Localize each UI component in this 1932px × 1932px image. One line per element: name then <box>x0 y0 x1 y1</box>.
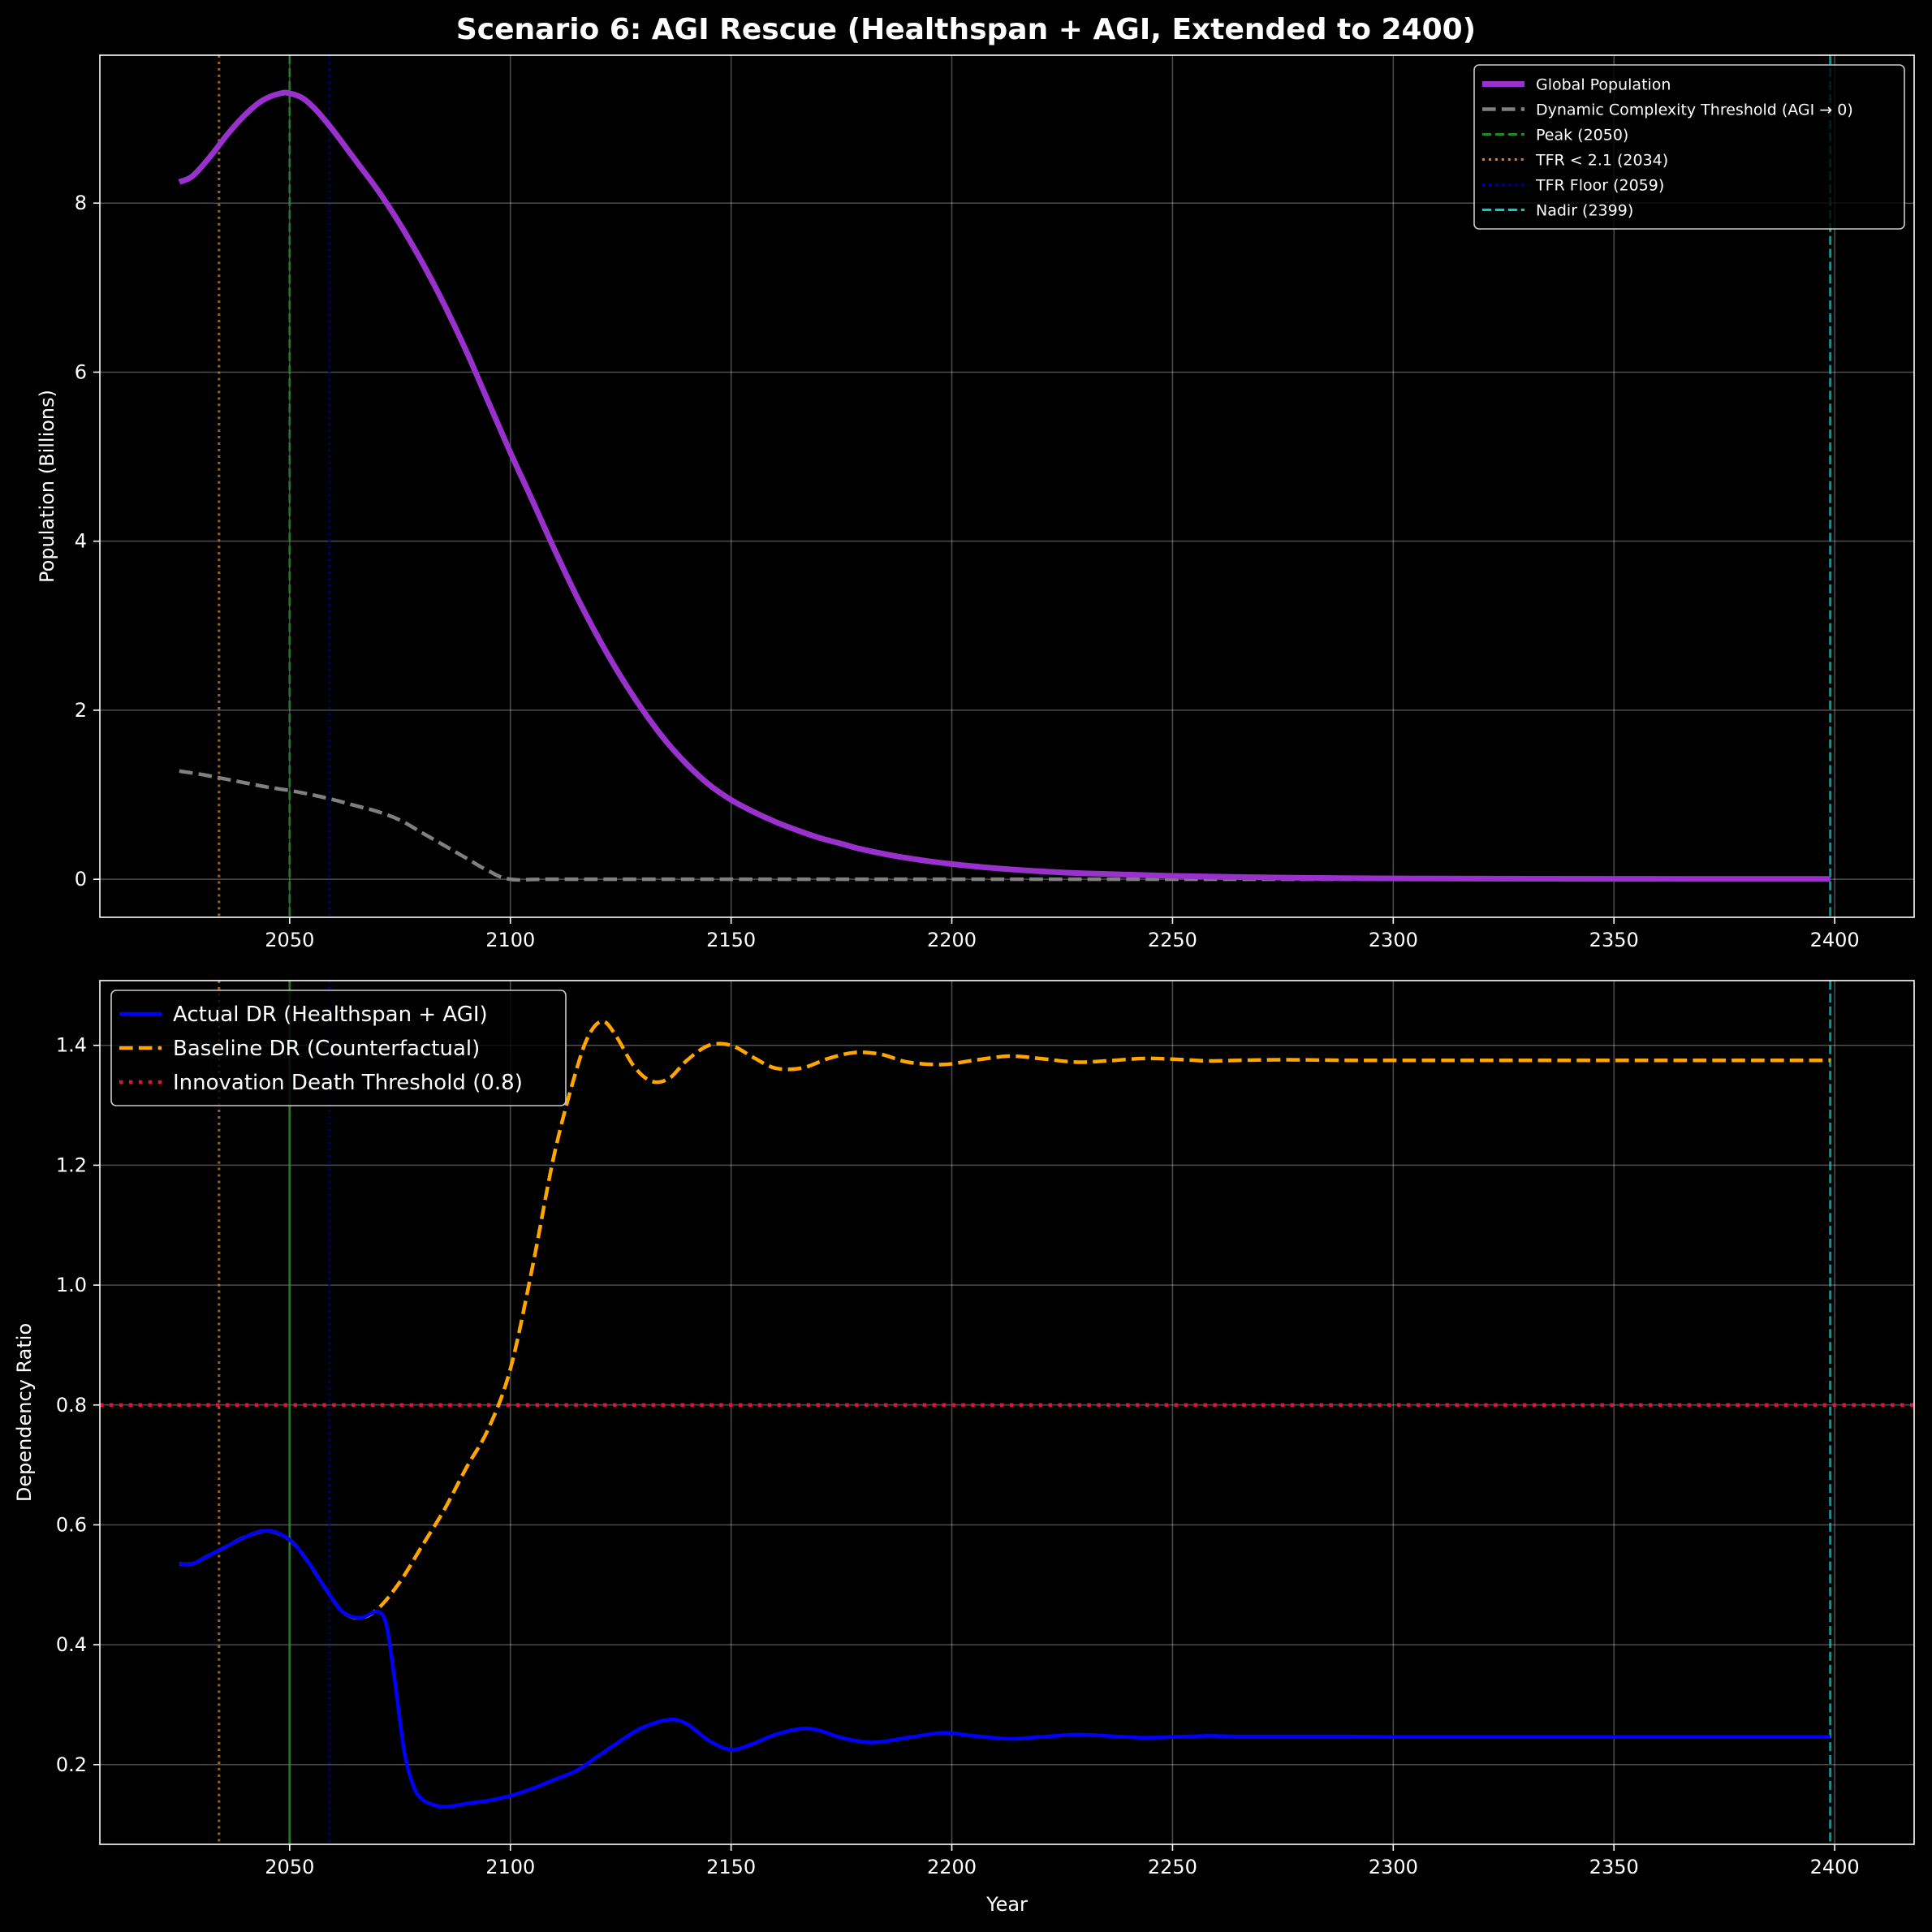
legend-label: TFR < 2.1 (2034) <box>1535 152 1668 170</box>
legend-label: Baseline DR (Counterfactual) <box>173 1037 480 1061</box>
x-tick-label: 2100 <box>485 929 535 951</box>
x-tick-label: 2250 <box>1148 929 1197 951</box>
series-line <box>179 1019 1831 1620</box>
y-tick-label: 0.4 <box>56 1633 87 1656</box>
series-line <box>178 89 1831 882</box>
legend-label: Global Population <box>1536 76 1671 94</box>
plot-area <box>178 55 1832 917</box>
y-tick-label: 1.0 <box>56 1274 87 1296</box>
y-tick-label: 8 <box>75 192 87 214</box>
y-tick-label: 1.4 <box>56 1034 87 1057</box>
x-tick-label: 2300 <box>1369 929 1418 951</box>
legend: Actual DR (Healthspan + AGI) Baseline DR … <box>110 990 567 1106</box>
legend: Global Population Dynamic Complexity Thre… <box>1473 64 1905 230</box>
x-tick-label: 2050 <box>265 929 314 951</box>
x-tick-label: 2150 <box>706 929 756 951</box>
legend-label: Peak (2050) <box>1536 127 1628 144</box>
legend-label: Nadir (2399) <box>1536 202 1633 220</box>
x-tick-label: 2200 <box>927 1856 977 1878</box>
x-tick-label: 2350 <box>1589 929 1639 951</box>
x-tick-label: 2400 <box>1810 929 1860 951</box>
x-tick-label: 2350 <box>1589 1856 1639 1878</box>
x-tick-label: 2200 <box>927 929 977 951</box>
legend-box <box>1473 64 1905 230</box>
legend-label: TFR Floor (2059) <box>1535 177 1664 195</box>
x-axis-label: Year <box>985 1893 1028 1916</box>
y-axis-label: Population (Billions) <box>36 390 58 583</box>
x-tick-label: 2250 <box>1148 1856 1197 1878</box>
y-tick-label: 0.2 <box>56 1753 87 1776</box>
legend-label: Dynamic Complexity Threshold (AGI → 0) <box>1536 101 1853 119</box>
y-tick-label: 0.8 <box>56 1394 87 1417</box>
plot-area <box>100 981 1914 1844</box>
x-tick-label: 2050 <box>265 1856 314 1878</box>
dependency-ratio-panel: 2050 2100 2150 2200 2250 2300 2350 2400 0.2 0.4 0.… <box>13 980 1915 1916</box>
y-axis-label: Dependency Ratio <box>13 1323 36 1502</box>
population-panel: 2050 2100 2150 2200 2250 2300 2350 2400 0 2 4 6 8 Pop… <box>36 54 1915 951</box>
y-tick-label: 6 <box>75 360 87 383</box>
y-tick-label: 1.2 <box>56 1154 87 1176</box>
legend-label: Innovation Death Threshold (0.8) <box>173 1071 523 1095</box>
series-line <box>179 1529 1831 1809</box>
x-tick-label: 2400 <box>1810 1856 1860 1878</box>
legend-box <box>110 990 567 1106</box>
axes-frame <box>99 54 1915 918</box>
figure-title: Scenario 6: AGI Rescue (Healthspan + AGI… <box>456 13 1476 46</box>
y-tick-label: 0 <box>75 868 87 891</box>
x-tick-label: 2100 <box>485 1856 535 1878</box>
y-tick-label: 2 <box>75 699 87 722</box>
y-tick-label: 4 <box>75 530 87 553</box>
x-tick-label: 2150 <box>706 1856 756 1878</box>
legend-label: Actual DR (Healthspan + AGI) <box>173 1003 488 1027</box>
y-tick-label: 0.6 <box>56 1513 87 1536</box>
axes-frame <box>99 980 1915 1845</box>
x-tick-label: 2300 <box>1369 1856 1418 1878</box>
